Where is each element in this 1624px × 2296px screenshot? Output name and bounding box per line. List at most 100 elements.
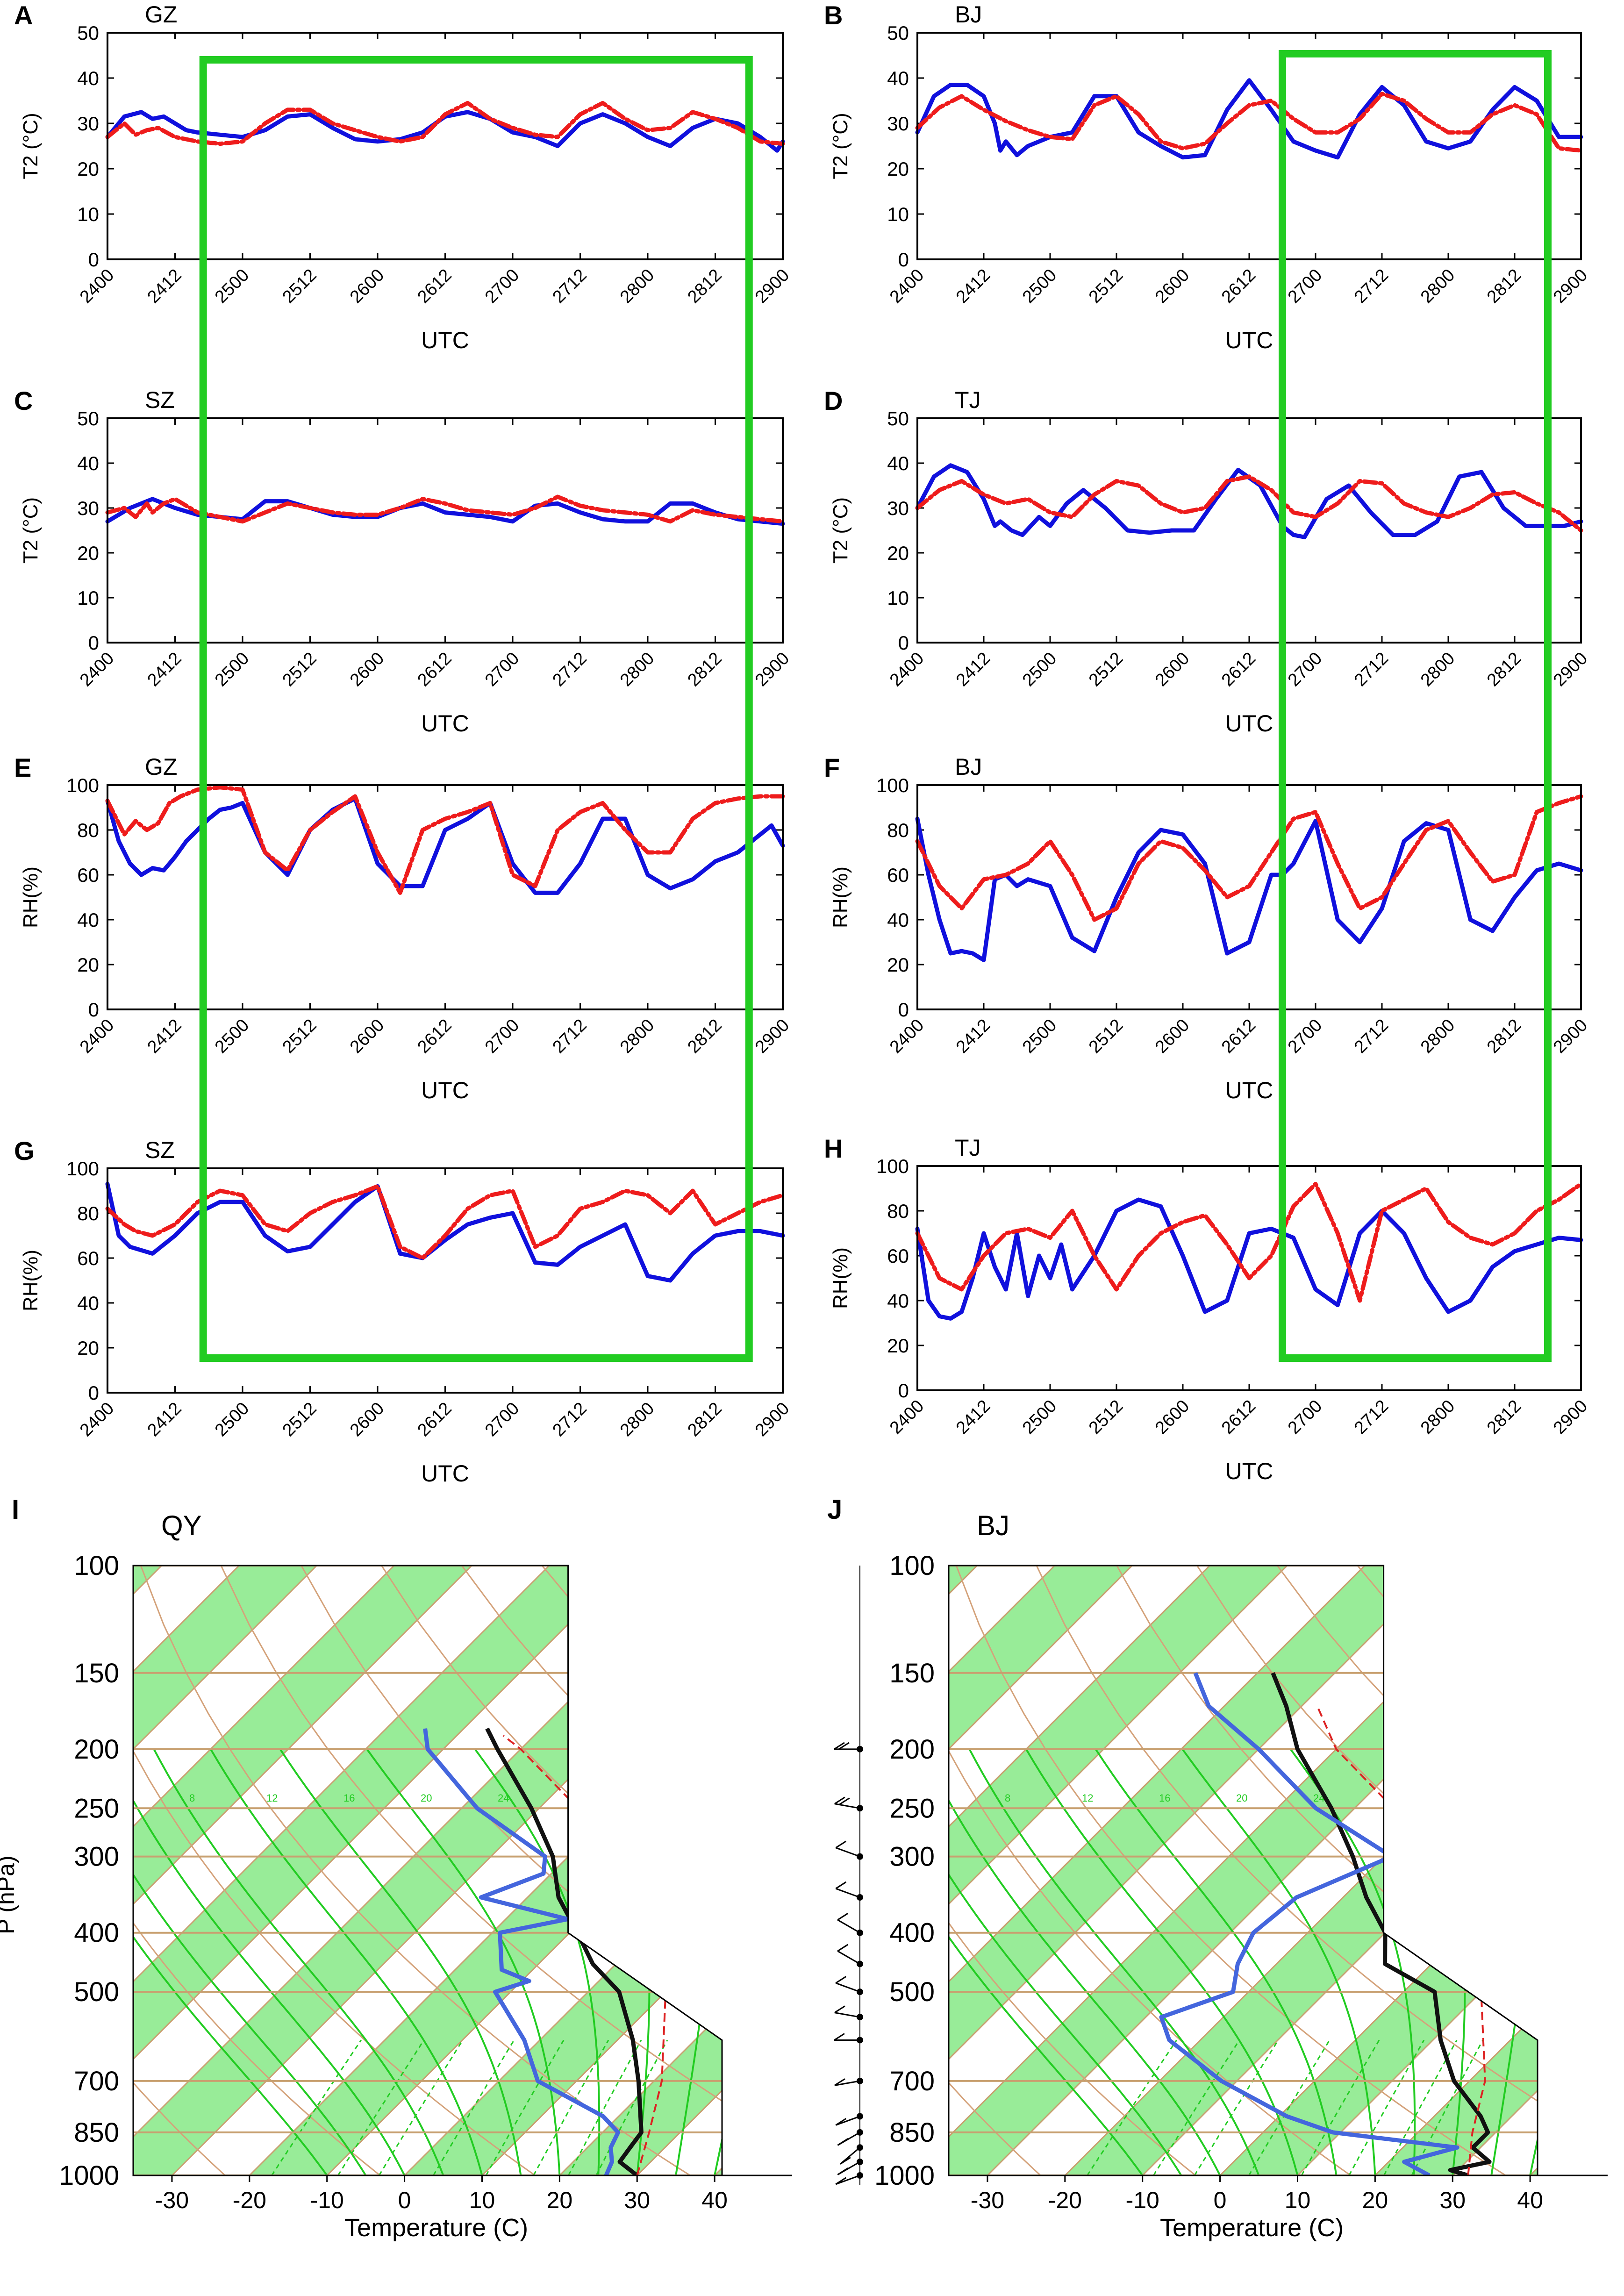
temp-tick-label: 30: [1439, 2187, 1466, 2213]
plot-frame: [916, 417, 1582, 644]
moist-adiabat-label: 16: [1159, 1792, 1170, 1804]
panel-label: G: [14, 1136, 35, 1166]
panel-label: A: [14, 0, 33, 30]
mixing-ratio-line: [1383, 2039, 1458, 2175]
wind-barb-flag: [840, 2157, 851, 2165]
temp-tick-label: -20: [1048, 2187, 1082, 2213]
y-tick-label: 40: [77, 452, 99, 474]
isotherm-band: [949, 1566, 1132, 2175]
moist-adiabat-label: 12: [266, 1792, 278, 1804]
wind-barb-flag: [835, 1840, 847, 1849]
plot-frame: [107, 417, 784, 644]
profile-temperature: [485, 1727, 644, 2175]
wind-barb-flag: [834, 1796, 845, 1805]
pressure-label: 300: [74, 1842, 119, 1872]
mixing-ratio-line: [533, 2039, 609, 2175]
panel-label: J: [827, 1495, 842, 1525]
wind-barb: [835, 1888, 860, 1898]
x-axis-title: UTC: [1225, 710, 1273, 737]
y-tick-label: 100: [876, 1155, 909, 1177]
moist-adiabat-label: 20: [1236, 1792, 1247, 1804]
wind-barb: [835, 2174, 860, 2185]
mixing-ratio-line: [378, 2039, 464, 2175]
series-model: [105, 494, 785, 524]
moist-adiabat: [1095, 1748, 1338, 2175]
station-label: TJ: [955, 387, 981, 413]
mixing-ratio-line: [595, 2039, 668, 2175]
mixing-ratio-line: [337, 2039, 425, 2175]
wind-barb-flag: [835, 2177, 847, 2185]
series-model: [915, 1181, 1583, 1303]
wind-barb-flag: [837, 2167, 849, 2175]
wind-barb: [835, 1847, 860, 1858]
station-label: QY: [161, 1510, 202, 1541]
y-tick-label: 0: [898, 1380, 909, 1402]
y-tick-label: 50: [887, 22, 909, 44]
isotherm-line: [481, 1566, 722, 2175]
series-observation: [105, 110, 785, 153]
y-tick-label: 20: [77, 542, 99, 564]
temp-tick-label: 0: [1214, 2187, 1227, 2213]
temp-tick-label: 0: [398, 2187, 411, 2213]
series-observation: [915, 1197, 1583, 1321]
isotherm-band: [133, 1566, 627, 2175]
profile-dew-point: [423, 1728, 621, 2175]
temp-tick-label: -10: [1126, 2187, 1159, 2213]
wind-barb-flag: [834, 2078, 845, 2086]
panel-label: E: [14, 753, 31, 782]
y-tick-label: 0: [898, 249, 909, 271]
wind-barb-flag: [835, 1976, 847, 1984]
wind-barb: [834, 2080, 860, 2086]
x-axis-title: UTC: [421, 1460, 469, 1487]
wind-barb-flag: [837, 2138, 849, 2146]
moist-adiabat-label: 8: [1005, 1792, 1010, 1804]
wind-barb-flag: [837, 1912, 849, 1921]
temp-tick-label: -30: [155, 2187, 189, 2213]
y-axis-title: T2 (°C): [829, 497, 852, 564]
moist-adiabat-label: 8: [189, 1792, 195, 1804]
moist-adiabat-label: 20: [421, 1792, 432, 1804]
mixing-ratio-line: [1194, 2039, 1279, 2175]
y-axis-title: P (hPa): [0, 1855, 19, 1934]
moist-adiabat: [1289, 1748, 1416, 2175]
y-axis-title: RH(%): [19, 866, 42, 928]
pressure-label: 150: [889, 1658, 935, 1688]
y-tick-label: 0: [88, 999, 99, 1021]
mixing-ratio-line: [271, 2039, 362, 2175]
pressure-label: 400: [889, 1918, 935, 1948]
isotherm-line: [1064, 1566, 1538, 2175]
wind-barb-flag: [834, 2033, 845, 2041]
isotherm-line: [1374, 1566, 1538, 2175]
y-tick-label: 60: [887, 864, 909, 886]
moist-adiabat: [279, 1748, 522, 2175]
series-model: [105, 100, 785, 146]
y-tick-label: 20: [887, 1335, 909, 1357]
moist-adiabat: [949, 1748, 1221, 2175]
pressure-label: 400: [74, 1918, 119, 1948]
y-axis-title: T2 (°C): [19, 497, 42, 564]
wind-barb-flag: [834, 2005, 845, 2013]
y-tick-label: 10: [77, 587, 99, 609]
wind-barb-flag: [837, 1944, 849, 1952]
series-model: [915, 92, 1583, 153]
y-tick-label: 80: [77, 819, 99, 841]
panel-label: H: [824, 1134, 843, 1163]
x-axis-title: UTC: [1225, 327, 1273, 353]
temp-tick-label: 20: [547, 2187, 573, 2213]
plot-frame: [107, 32, 784, 260]
isotherm-line: [949, 1566, 1055, 2175]
mixing-ratio-line: [485, 2039, 565, 2175]
y-axis-title: RH(%): [19, 1250, 42, 1311]
wind-barb: [835, 2116, 860, 2126]
highlight-box-left: [199, 56, 753, 1362]
pressure-label: 200: [889, 1734, 935, 1765]
moist-adiabat: [949, 1748, 1182, 2175]
y-axis-title: RH(%): [829, 1247, 852, 1309]
moist-adiabat: [133, 1748, 367, 2175]
station-label: BJ: [955, 1, 982, 28]
isotherm-line: [949, 1566, 1210, 2175]
plot-frame: [107, 1167, 784, 1394]
isotherm-line: [949, 1566, 1288, 2175]
isotherm-band: [133, 1566, 472, 2175]
